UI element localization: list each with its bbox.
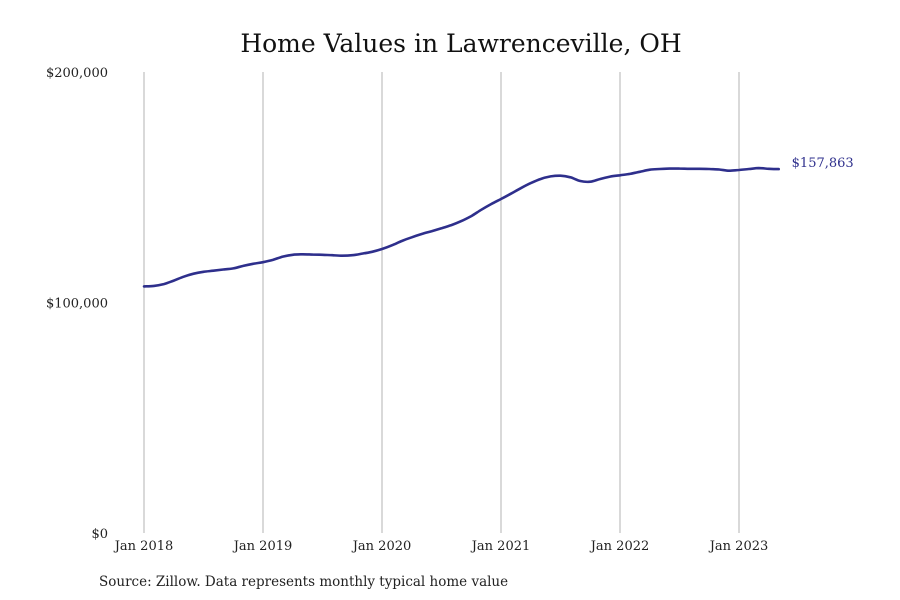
x-tick-label: Jan 2022 — [589, 539, 650, 554]
x-tick-label: Jan 2019 — [232, 539, 293, 554]
x-tick-label: Jan 2020 — [351, 539, 412, 554]
y-tick-label: $200,000 — [46, 66, 108, 81]
y-tick-label: $0 — [91, 527, 108, 542]
gridlines — [143, 72, 740, 533]
x-tick-label: Jan 2018 — [113, 539, 174, 554]
last-value-label: $157,863 — [792, 156, 854, 171]
source-note: Source: Zillow. Data represents monthly … — [99, 574, 508, 590]
x-tick-label: Jan 2023 — [708, 539, 769, 554]
x-axis: Jan 2018 Jan 2019 Jan 2020 Jan 2021 Jan 2022… — [113, 539, 769, 554]
home-value-line — [142, 166, 780, 288]
y-tick-label: $100,000 — [46, 297, 108, 312]
y-axis: $0 $100,000 $200,000 — [46, 66, 108, 542]
chart-title: Home Values in Lawrenceville, OH — [240, 29, 681, 58]
x-tick-label: Jan 2021 — [470, 539, 531, 554]
